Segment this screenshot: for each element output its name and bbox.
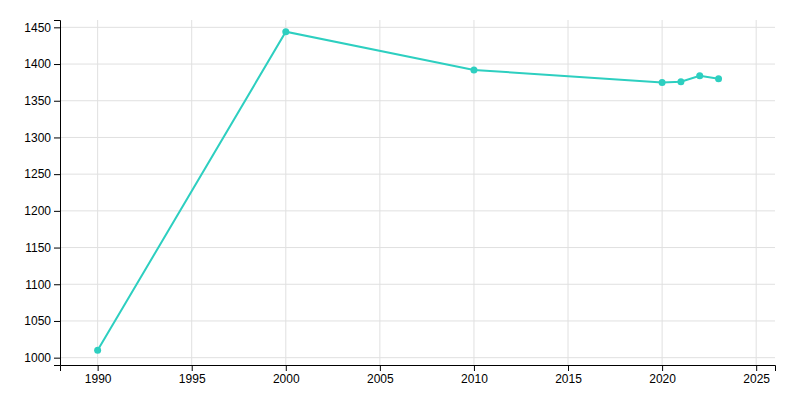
tick-label: 2000 xyxy=(273,372,300,386)
tick: 1200 xyxy=(24,204,60,218)
tick: 2020 xyxy=(649,365,676,386)
tick-mark xyxy=(54,174,60,175)
tick-mark xyxy=(54,137,60,138)
tick-mark xyxy=(54,358,60,359)
line xyxy=(98,32,719,351)
tick: 1450 xyxy=(24,21,60,35)
tick: 1150 xyxy=(25,241,60,255)
tick-label: 1050 xyxy=(24,314,51,328)
tick: 1000 xyxy=(24,351,60,365)
grid-line xyxy=(60,100,775,101)
grid-line xyxy=(97,20,98,365)
tick: 2005 xyxy=(367,365,394,386)
point xyxy=(677,78,684,85)
tick-label: 2005 xyxy=(367,372,394,386)
tick-mark xyxy=(380,365,381,371)
x-axis: 1990 1995 2000 2005 2010 2015 2020 2025 xyxy=(61,365,776,386)
point xyxy=(94,347,101,354)
tick-label: 1450 xyxy=(24,21,51,35)
tick: 1995 xyxy=(179,365,206,386)
grid-line xyxy=(60,174,775,175)
tick: 1050 xyxy=(24,314,60,328)
tick-label: 1200 xyxy=(24,204,51,218)
tick-label: 1250 xyxy=(24,167,51,181)
grid-line xyxy=(60,284,775,285)
point xyxy=(696,72,703,79)
tick-label: 1100 xyxy=(25,278,51,292)
point xyxy=(470,66,477,73)
tick-mark xyxy=(756,365,757,371)
tick-label: 1300 xyxy=(24,131,51,145)
grid-line xyxy=(568,20,569,365)
tick: 1250 xyxy=(24,167,60,181)
point xyxy=(659,79,666,86)
tick-label: 2020 xyxy=(649,372,676,386)
tick-mark xyxy=(54,64,60,65)
tick-mark xyxy=(474,365,475,371)
grid-line xyxy=(60,210,775,211)
tick-label: 1990 xyxy=(85,372,112,386)
point xyxy=(715,75,722,82)
axis-line xyxy=(61,366,776,372)
grid-line xyxy=(756,20,757,365)
tick: 2025 xyxy=(743,365,770,386)
tick-mark xyxy=(192,365,193,371)
tick-mark xyxy=(54,284,60,285)
tick-label: 1000 xyxy=(24,351,51,365)
tick-label: 1350 xyxy=(24,94,51,108)
tick-mark xyxy=(98,365,99,371)
tick: 1100 xyxy=(25,278,60,292)
tick-label: 2010 xyxy=(461,372,488,386)
tick-mark xyxy=(54,321,60,322)
tick-label: 1995 xyxy=(179,372,206,386)
tick-mark xyxy=(54,27,60,28)
tick-label: 1400 xyxy=(24,57,51,71)
tick-mark xyxy=(54,211,60,212)
grid-line xyxy=(285,20,286,365)
chart-svg: 1990 1995 2000 2005 2010 2015 2020 2025 1000 1050… xyxy=(0,0,800,400)
tick: 1350 xyxy=(24,94,60,108)
tick-mark xyxy=(568,365,569,371)
tick: 2010 xyxy=(461,365,488,386)
plot-area: 1990 1995 2000 2005 2010 2015 2020 2025 1000 1050… xyxy=(24,20,775,386)
grid xyxy=(60,20,775,365)
grid-line xyxy=(60,137,775,138)
grid-line xyxy=(60,357,775,358)
series xyxy=(94,28,722,354)
tick-mark xyxy=(54,101,60,102)
grid-line xyxy=(60,64,775,65)
tick: 2015 xyxy=(555,365,582,386)
point xyxy=(282,28,289,35)
grid-line xyxy=(60,247,775,248)
chart-container: 1990 1995 2000 2005 2010 2015 2020 2025 1000 1050… xyxy=(0,0,800,400)
tick: 1400 xyxy=(24,57,60,71)
tick-mark xyxy=(286,365,287,371)
tick-mark xyxy=(662,365,663,371)
axis-line xyxy=(54,21,61,366)
tick-label: 1150 xyxy=(25,241,51,255)
grid-line xyxy=(60,320,775,321)
tick: 2000 xyxy=(273,365,300,386)
grid-line xyxy=(662,20,663,365)
tick: 1990 xyxy=(85,365,112,386)
tick-label: 2015 xyxy=(555,372,582,386)
y-axis: 1000 1050 1100 1150 1200 1250 1300 1350 1400 1450 xyxy=(24,21,60,366)
grid-line xyxy=(379,20,380,365)
grid-line xyxy=(60,27,775,28)
tick-mark xyxy=(54,248,60,249)
tick-label: 2025 xyxy=(743,372,770,386)
tick: 1300 xyxy=(24,131,60,145)
